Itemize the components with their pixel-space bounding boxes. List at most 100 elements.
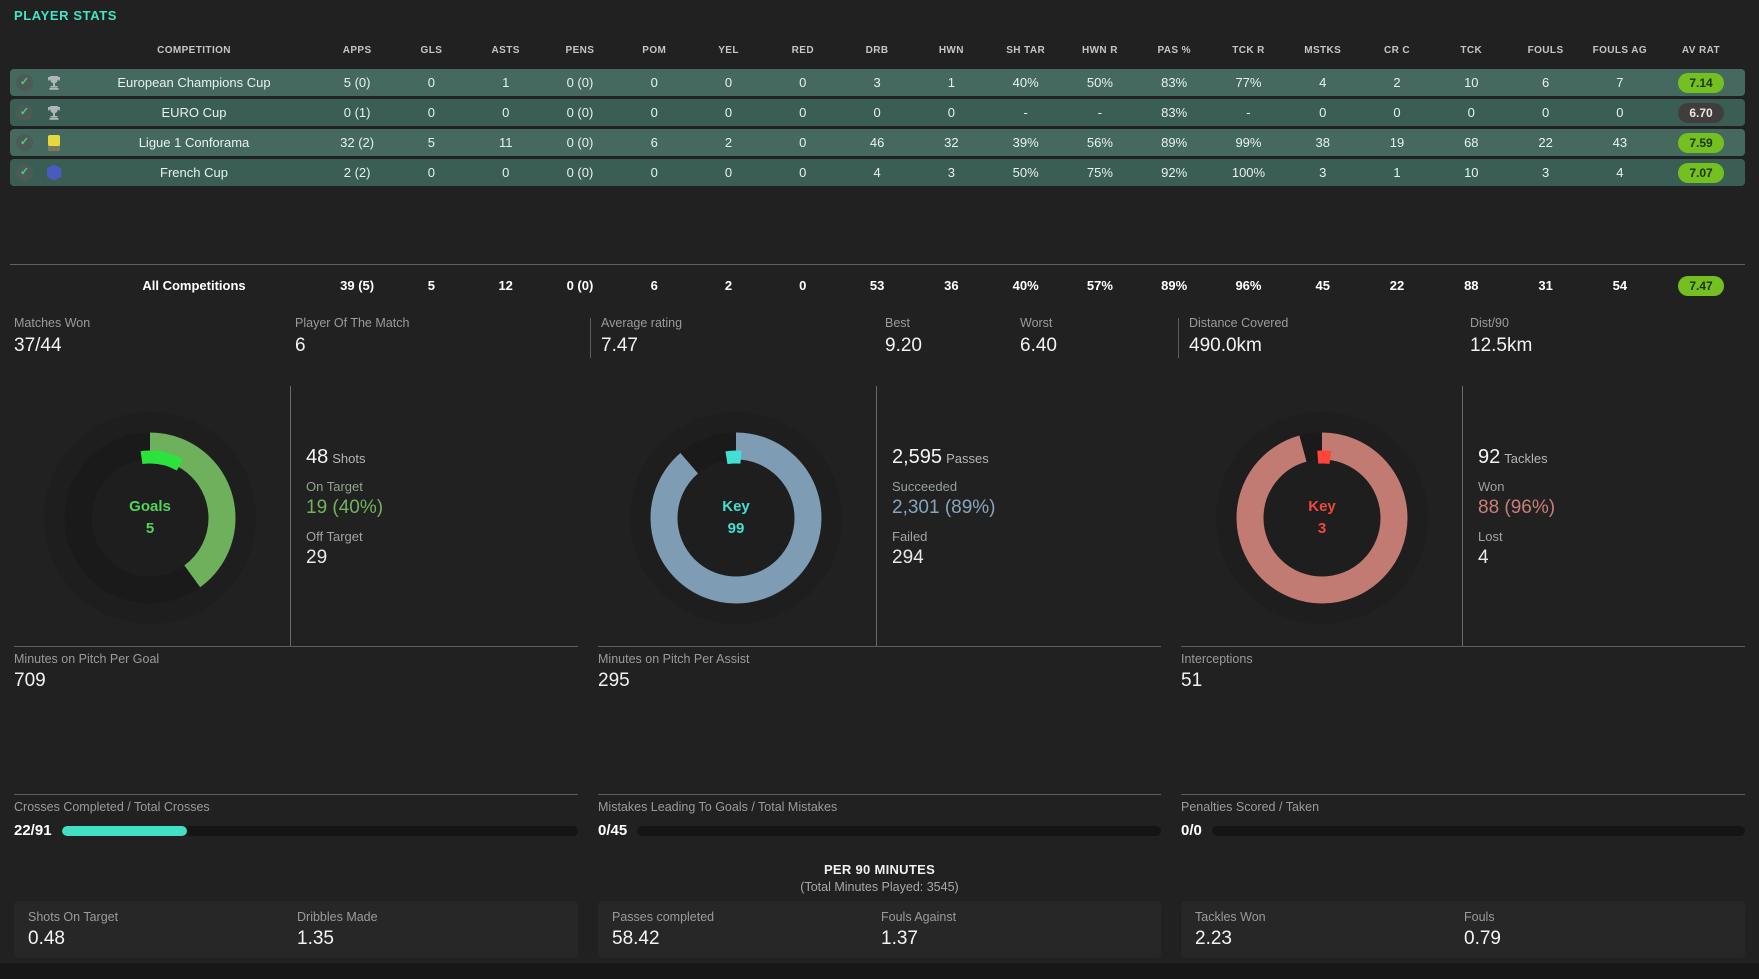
- column-header[interactable]: FOULS AG: [1592, 44, 1648, 56]
- per90-stat: Shots On Target 0.48: [28, 910, 118, 950]
- crosses-progress: Crosses Completed / Total Crosses 22/91: [14, 794, 578, 839]
- tackles-donut-panel: Key 3 92 Tackles Won 88 (96%) Lost 4: [1172, 378, 1758, 648]
- stat-cell: 77%: [1235, 75, 1262, 90]
- stat-label: Mistakes Leading To Goals / Total Mistak…: [598, 800, 838, 814]
- stat-cell: 0: [947, 105, 955, 120]
- column-header[interactable]: ASTS: [491, 44, 520, 56]
- progress-fill: [61, 825, 187, 836]
- check-icon[interactable]: ✓: [16, 164, 33, 181]
- won-arc: [1236, 432, 1408, 604]
- stat-label: Crosses Completed / Total Crosses: [14, 800, 210, 814]
- column-header[interactable]: PENS: [565, 44, 595, 56]
- per90-subtitle: (Total Minutes Played: 3545): [800, 880, 959, 894]
- per90-stat: Fouls Against 1.37: [881, 910, 956, 950]
- column-header[interactable]: MSTKS: [1304, 44, 1342, 56]
- stat-cell: 0: [650, 105, 658, 120]
- stat-value: 9.20: [885, 335, 922, 356]
- stat-cell: 4: [1616, 165, 1624, 180]
- stat-cell: 32 (2): [340, 135, 375, 150]
- stat-cell: 22: [1538, 135, 1553, 150]
- on-target-arc: [64, 432, 236, 604]
- column-header[interactable]: POM: [642, 44, 667, 56]
- donut-center-label: Goals 5: [129, 498, 171, 537]
- stat-label: Failed: [892, 529, 928, 544]
- stat-label: Shots On Target: [28, 910, 119, 924]
- stat-cell: 0: [427, 105, 436, 120]
- column-header[interactable]: TCK: [1460, 44, 1483, 56]
- stat-cell: 0: [1467, 105, 1475, 120]
- minutes-per-goal: Minutes on Pitch Per Goal 709: [14, 646, 578, 692]
- ligue1-badge-icon: [48, 134, 60, 151]
- column-header[interactable]: PAS %: [1157, 44, 1191, 56]
- column-header[interactable]: GLS: [420, 44, 443, 56]
- stat-cell: 50%: [1086, 75, 1113, 90]
- competition-row[interactable]: ✓ EURO Cup 0 (1) 0 0 0 (0) 0 0 0 0 0 - - 83% - 0 0 0 0 0 6.…: [10, 99, 1745, 126]
- stat-cell: 0: [724, 105, 733, 120]
- tackles-stats: 92 Tackles Won 88 (96%) Lost 4: [1478, 446, 1555, 569]
- competitions-table: COMPETITION APPS GLS ASTS PENS POM YEL RED DRB HW…: [10, 40, 1745, 189]
- stat-cell: -: [1097, 105, 1103, 120]
- column-header[interactable]: APPS: [342, 44, 372, 56]
- stat-cell: 6: [1541, 75, 1550, 90]
- competition-row[interactable]: ✓ French Cup 2 (2) 0 0 0 (0) 0 0 0 4 3 50% 75% 92% 100…: [10, 159, 1745, 186]
- column-header[interactable]: RED: [791, 44, 814, 56]
- stat-cell: 3: [873, 75, 881, 90]
- matches-won-stat: Matches Won 37/44: [14, 316, 90, 357]
- stat-cell: 5: [427, 278, 436, 293]
- stat-label: Best: [885, 316, 911, 330]
- column-header[interactable]: CR C: [1383, 44, 1411, 56]
- stat-cell: -: [1023, 105, 1028, 120]
- stat-cell: 32: [944, 135, 959, 150]
- competition-row[interactable]: ✓ European Champions Cup 5 (0) 0 1 0 (0) 0 0 0 3…: [10, 69, 1745, 96]
- stat-value: 29: [306, 547, 328, 568]
- per90-card-defending: Tackles Won 2.23 Fouls 0.79: [1181, 901, 1745, 958]
- all-competitions-row[interactable]: All Competitions 39 (5) 5 12 0 (0) 6 2 0 53 36 40%…: [10, 272, 1745, 299]
- progress-bar: [61, 825, 578, 836]
- column-header[interactable]: SH TAR: [1006, 44, 1046, 56]
- total-label: Shots: [332, 451, 366, 466]
- total-label: Tackles: [1504, 451, 1548, 466]
- per90-title: PER 90 MINUTES: [823, 862, 936, 877]
- column-header[interactable]: YEL: [718, 44, 739, 56]
- column-header[interactable]: TCK R: [1232, 44, 1265, 56]
- stat-value: 1.35: [297, 928, 334, 949]
- stat-cell: 0 (1): [343, 105, 371, 120]
- divider: [290, 386, 291, 646]
- stat-value: 6: [295, 335, 306, 356]
- column-header[interactable]: FOULS: [1527, 44, 1564, 56]
- stat-cell: 4: [1319, 75, 1327, 90]
- column-header[interactable]: COMPETITION: [157, 44, 231, 56]
- competition-row[interactable]: ✓ Ligue 1 Conforama 32 (2) 5 11 0 (0) 6 2 0 46 32 3…: [10, 129, 1745, 156]
- stat-label: Dist/90: [1470, 316, 1509, 330]
- shots-stats: 48 Shots On Target 19 (40%) Off Target 29: [306, 446, 383, 569]
- stat-cell: 0 (0): [566, 278, 594, 293]
- stat-cell: 96%: [1235, 278, 1262, 293]
- stat-value: 1.37: [881, 928, 918, 949]
- stat-cell: 40%: [1012, 278, 1039, 293]
- euro-cup-trophy-icon: [48, 105, 60, 120]
- stat-cell: 5 (0): [343, 75, 371, 90]
- check-icon[interactable]: ✓: [16, 74, 33, 91]
- stat-cell: 3: [947, 165, 955, 180]
- per90-stat: Fouls 0.79: [1464, 910, 1501, 950]
- stat-cell: 40%: [1012, 75, 1039, 90]
- row-select[interactable]: ✓: [10, 134, 40, 151]
- column-header[interactable]: DRB: [865, 44, 889, 56]
- check-icon[interactable]: ✓: [16, 134, 33, 151]
- stat-value: 2.23: [1195, 928, 1232, 949]
- row-select[interactable]: ✓: [10, 74, 40, 91]
- competition-logo: [40, 75, 68, 91]
- column-header[interactable]: HWN: [938, 44, 964, 56]
- row-select[interactable]: ✓: [10, 104, 40, 121]
- row-select[interactable]: ✓: [10, 164, 40, 181]
- stat-cell: 2 (2): [343, 165, 371, 180]
- stat-label: Average rating: [601, 316, 683, 330]
- stat-label: Tackles Won: [1195, 910, 1266, 924]
- check-icon[interactable]: ✓: [16, 104, 33, 121]
- column-header[interactable]: AV RAT: [1681, 44, 1721, 56]
- stat-value: 0.48: [28, 928, 65, 949]
- shots-donut-panel: Goals 5 48 Shots On Target 19 (40%) Off T…: [0, 378, 586, 648]
- stat-label: Matches Won: [14, 316, 91, 330]
- column-header[interactable]: HWN R: [1081, 44, 1118, 56]
- stat-value: 2,301 (89%): [892, 497, 996, 518]
